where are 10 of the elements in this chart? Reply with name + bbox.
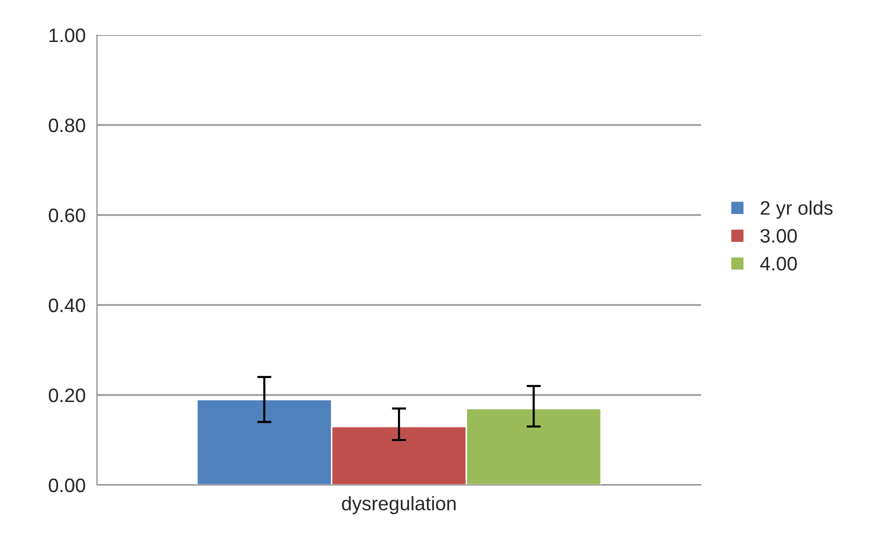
legend-label: 3.00 <box>760 228 797 243</box>
legend-label: 2 yr olds <box>760 200 833 219</box>
y-tick-label: 1.00 <box>50 28 86 42</box>
x-tick-label: dysregulation <box>342 496 456 514</box>
y-tick-label: 0.20 <box>48 388 86 402</box>
y-tick-label: 0.00 <box>48 478 86 492</box>
legend-label: 4.00 <box>760 256 797 271</box>
y-tick-label: 0.40 <box>48 298 86 312</box>
y-tick-label: 0.60 <box>48 208 86 222</box>
y-tick-label: 0.80 <box>48 118 86 132</box>
